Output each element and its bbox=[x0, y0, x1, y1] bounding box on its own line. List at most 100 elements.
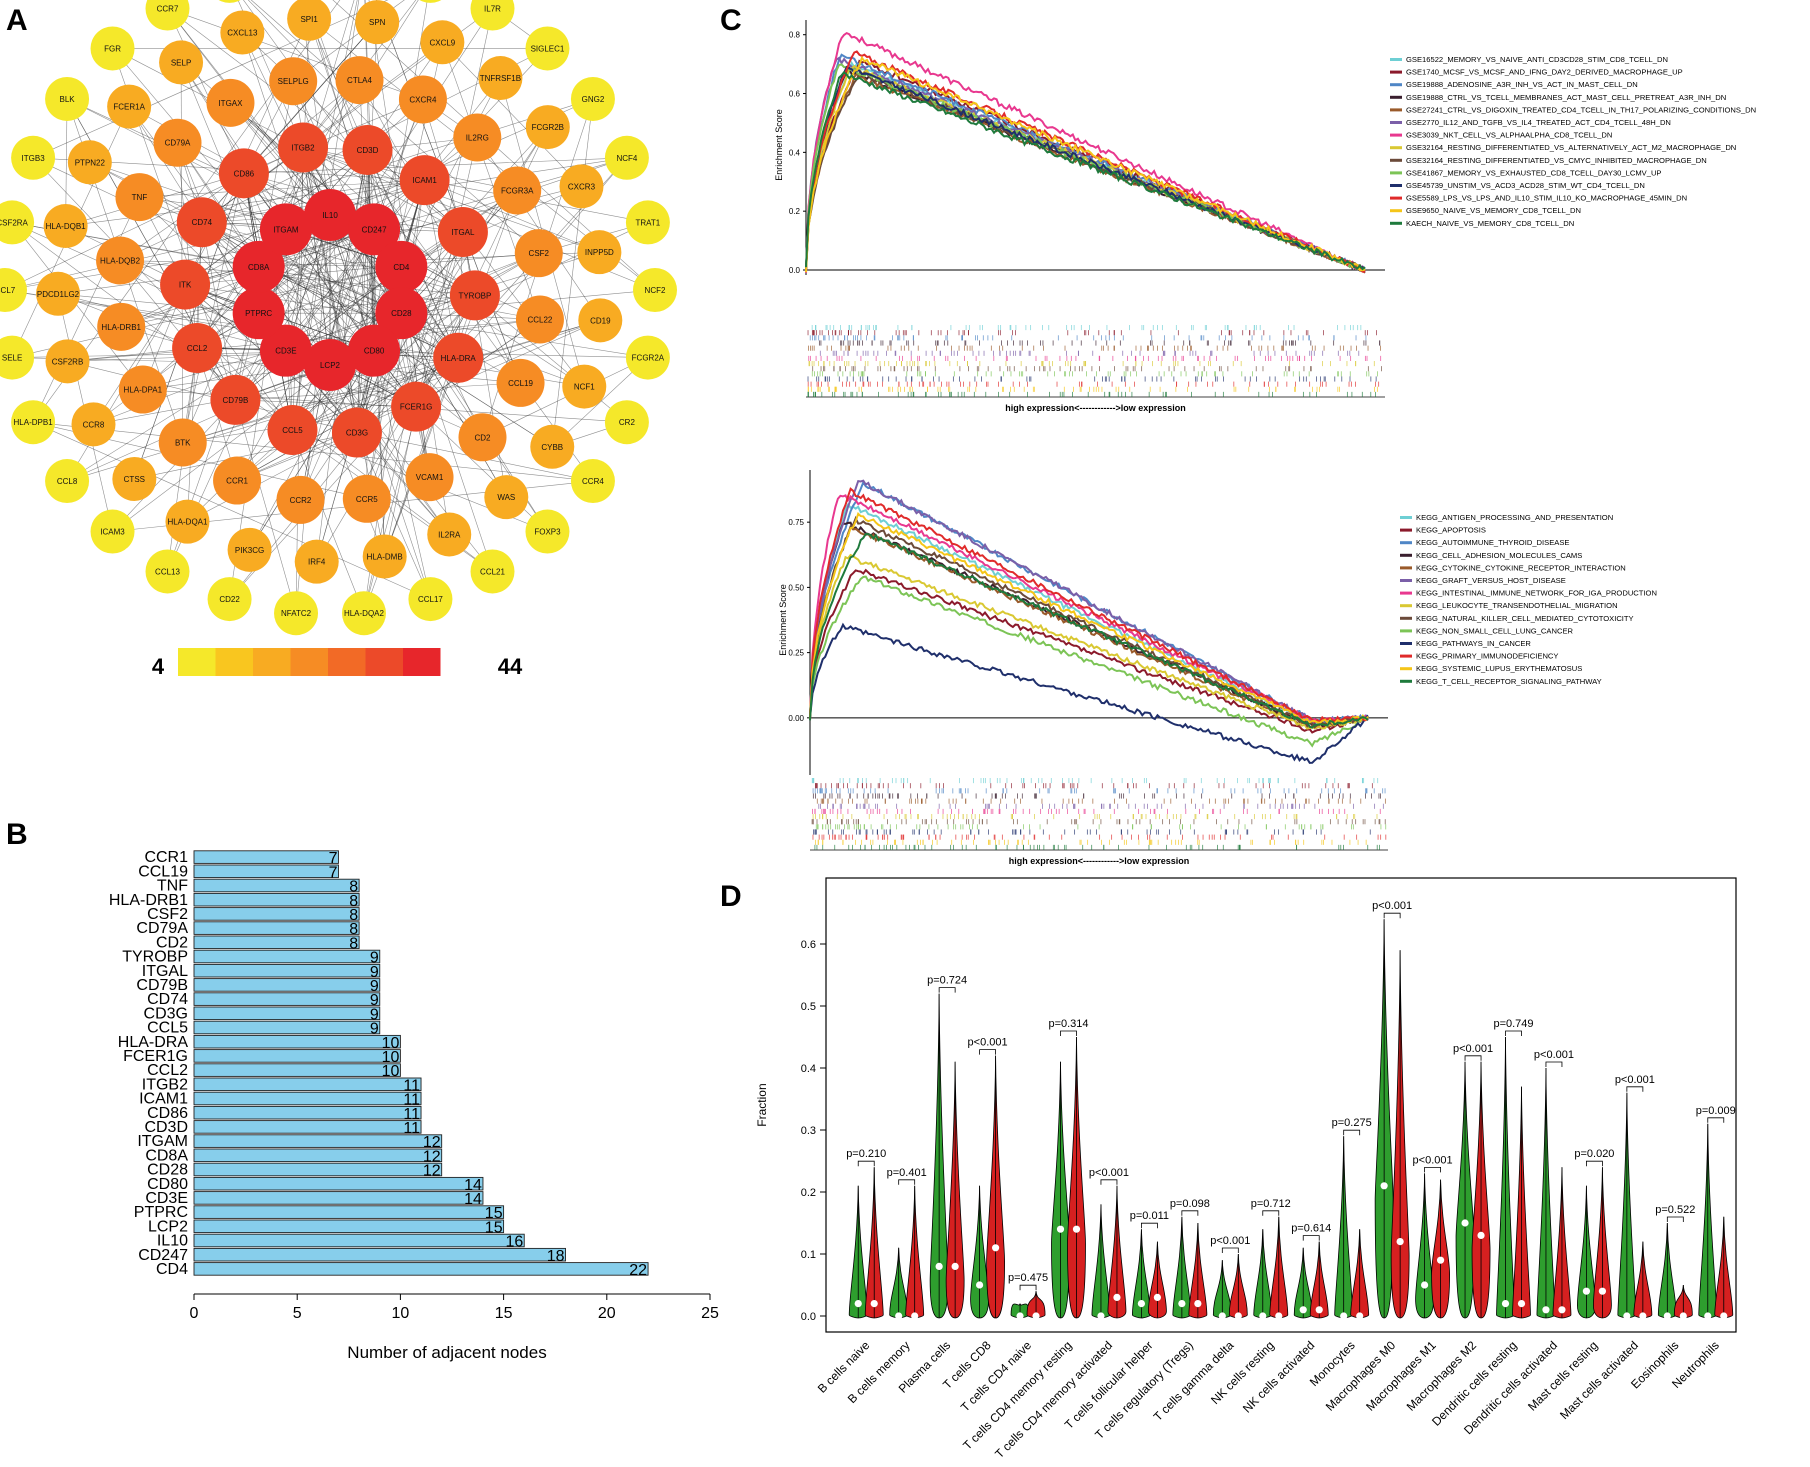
network-edge bbox=[442, 42, 541, 320]
legend-swatch bbox=[1400, 528, 1412, 532]
network-node: CCR5 bbox=[342, 474, 391, 523]
network-node-label: SELE bbox=[2, 354, 22, 363]
network-node-label: CCR4 bbox=[582, 477, 604, 486]
bar-value-label: 7 bbox=[329, 850, 338, 867]
legend-label: KEGG_T_CELL_RECEPTOR_SIGNALING_PATHWAY bbox=[1416, 677, 1602, 686]
significance-bracket bbox=[938, 987, 956, 993]
network-node-circle bbox=[570, 459, 615, 504]
bar-value-label: 8 bbox=[349, 879, 358, 896]
bar bbox=[193, 1020, 381, 1035]
scale-swatch bbox=[290, 648, 328, 676]
bar-category-label: CD2 bbox=[156, 934, 188, 951]
x-axis-title: Number of adjacent nodes bbox=[347, 1343, 546, 1362]
enrichment-line bbox=[809, 532, 1369, 729]
network-node: CD4 bbox=[375, 240, 428, 293]
network-node-label: ITGAX bbox=[218, 99, 243, 108]
network-node: CCL7 bbox=[0, 268, 27, 312]
bar bbox=[193, 878, 360, 893]
legend-swatch bbox=[1390, 121, 1402, 124]
network-node-label: CCL13 bbox=[155, 567, 180, 576]
bar bbox=[193, 1176, 484, 1191]
network-node: TYROBP bbox=[449, 270, 500, 321]
p-value-label: p<0.001 bbox=[1453, 1043, 1493, 1055]
network-node-circle bbox=[213, 456, 262, 505]
y-tick-label: 0.4 bbox=[801, 1063, 816, 1075]
bar bbox=[193, 850, 339, 864]
network-node-label: BTK bbox=[175, 439, 191, 448]
legend-label: GSE9650_NAIVE_VS_MEMORY_CD8_TCELL_DN bbox=[1406, 206, 1581, 215]
network-node: CCL13 bbox=[145, 549, 190, 594]
network-edge bbox=[401, 251, 600, 314]
legend-label: KEGG_INTESTINAL_IMMUNE_NETWORK_FOR_IGA_P… bbox=[1416, 589, 1657, 598]
bar bbox=[193, 921, 360, 935]
network-node: CR2 bbox=[604, 400, 649, 445]
bar-value-label: 10 bbox=[382, 1049, 400, 1066]
network-edge bbox=[65, 179, 425, 227]
bar-value-label: 12 bbox=[423, 1163, 441, 1180]
network-node-label: CD3E bbox=[275, 347, 296, 356]
network-edge bbox=[33, 421, 593, 482]
legend-swatch bbox=[1400, 642, 1412, 645]
network-node-circle bbox=[335, 56, 384, 105]
network-node-circle bbox=[0, 200, 35, 245]
bar-category-label: PTPRC bbox=[134, 1204, 188, 1221]
network-node-circle bbox=[433, 332, 484, 383]
network-node-label: HLA-DPA1 bbox=[124, 386, 163, 395]
network-node-label: ITGB3 bbox=[22, 154, 46, 163]
network-node-circle bbox=[391, 381, 442, 432]
legend-swatch bbox=[1390, 95, 1402, 99]
legend-swatch bbox=[1390, 209, 1402, 213]
network-node-circle bbox=[145, 0, 190, 31]
legend-swatch bbox=[1400, 616, 1412, 620]
network-node: SPI1 bbox=[287, 0, 332, 41]
network-node: CCL22 bbox=[515, 295, 564, 344]
network-node: FCGR2A bbox=[625, 335, 670, 380]
bar bbox=[193, 1105, 422, 1120]
network-node-circle bbox=[633, 268, 677, 312]
network-node: SELPLG bbox=[269, 57, 318, 106]
scale-swatch bbox=[365, 648, 403, 676]
network-edge bbox=[356, 295, 476, 433]
network-node: ITGAX bbox=[206, 78, 255, 127]
significance-bracket bbox=[1424, 1167, 1441, 1173]
network-node: CYBB bbox=[530, 424, 575, 469]
significance-bracket bbox=[857, 1160, 875, 1167]
network-node: NCF1 bbox=[562, 364, 607, 409]
network-node-label: IL10 bbox=[322, 211, 338, 220]
enrichment-line bbox=[809, 487, 1369, 724]
network-node-label: WAS bbox=[497, 493, 515, 502]
network-node-circle bbox=[362, 534, 407, 579]
network-node: HLA-DPB1 bbox=[11, 400, 56, 445]
legend-label: KEGG_ANTIGEN_PROCESSING_AND_PRESENTATION bbox=[1416, 513, 1613, 522]
x-tick-label: Macrophages M2 bbox=[1404, 1338, 1480, 1414]
network-node-circle bbox=[145, 549, 190, 594]
p-value-label: p=0.098 bbox=[1170, 1198, 1210, 1210]
y-tick-label: 0.8 bbox=[789, 31, 801, 40]
violin-median bbox=[1097, 1312, 1105, 1320]
network-node: INPP5D bbox=[577, 230, 622, 275]
bar bbox=[193, 963, 381, 978]
p-value-label: p=0.614 bbox=[1291, 1223, 1331, 1235]
bar-value-label: 9 bbox=[370, 1006, 379, 1023]
legend-label: KEGG_GRAFT_VERSUS_HOST_DISEASE bbox=[1416, 576, 1566, 585]
y-tick-label: 0.6 bbox=[789, 90, 801, 99]
bar-value-label: 9 bbox=[370, 978, 379, 995]
network-node: CXCR3 bbox=[559, 164, 604, 209]
legend-swatch bbox=[1400, 667, 1412, 671]
bar-value-label: 15 bbox=[485, 1205, 503, 1222]
network-node-label: ICAM1 bbox=[412, 176, 437, 185]
network-node: HLA-DQB1 bbox=[43, 204, 88, 249]
legend-label: GSE45739_UNSTIM_VS_ACD3_ACD28_STIM_WT_CD… bbox=[1406, 181, 1645, 190]
significance-bracket bbox=[1262, 1210, 1280, 1216]
violin-median bbox=[1720, 1312, 1728, 1320]
bar-category-label: CD80 bbox=[147, 1176, 188, 1193]
bar bbox=[193, 1205, 505, 1219]
violin-median bbox=[1663, 1312, 1671, 1320]
enrichment-line bbox=[805, 70, 1366, 271]
network-node: ITGB3 bbox=[11, 135, 56, 180]
bar-category-label: FCER1G bbox=[123, 1048, 188, 1065]
network-node: CSF2 bbox=[514, 229, 563, 278]
network-node: CD79A bbox=[153, 118, 202, 167]
network-node: HLA-DQA2 bbox=[341, 591, 386, 636]
